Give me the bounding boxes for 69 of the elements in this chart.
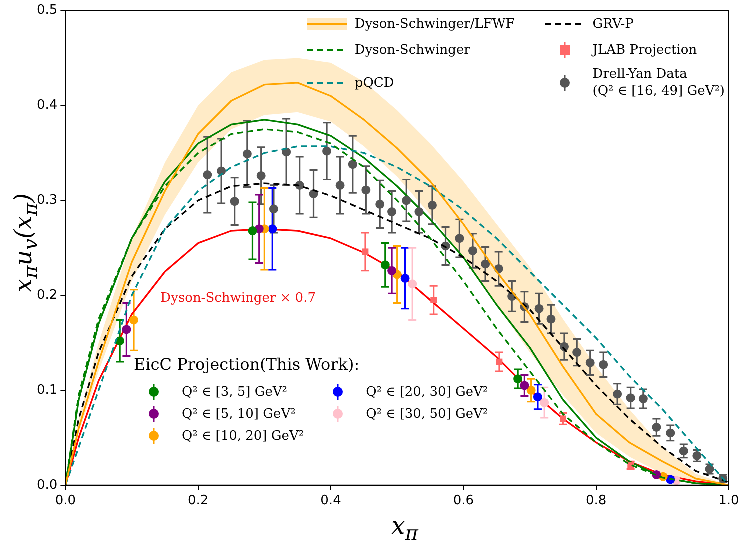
point <box>514 374 523 384</box>
point <box>269 204 278 214</box>
legend-label: Q² ∈ [10, 20] GeV² <box>182 428 304 444</box>
point <box>599 360 608 370</box>
legend-label: GRV-P <box>592 16 634 32</box>
legend-label: pQCD <box>354 74 394 92</box>
point <box>268 224 278 234</box>
point <box>520 381 530 390</box>
point <box>638 394 648 404</box>
y-tick-label: 0.2 <box>36 288 58 303</box>
point <box>400 274 410 283</box>
point <box>388 266 397 276</box>
point <box>533 392 542 402</box>
y-tick-label: 0.1 <box>36 382 58 398</box>
point <box>408 280 418 289</box>
point <box>455 234 464 244</box>
point <box>572 348 582 358</box>
point <box>540 398 550 408</box>
point <box>388 208 397 217</box>
point <box>362 248 369 256</box>
legend-label: Q² ∈ [3, 5] GeV² <box>182 384 288 400</box>
point <box>414 208 424 217</box>
x-tick-label: 0.0 <box>55 494 76 509</box>
legend-label: Dyson-Schwinger <box>354 42 470 58</box>
annotation: Dyson-Schwinger × 0.7 <box>160 291 316 306</box>
point <box>322 146 332 156</box>
point <box>586 358 595 368</box>
point <box>362 186 371 195</box>
point <box>468 246 478 256</box>
point <box>376 200 385 209</box>
x-tick-label: 1.0 <box>718 494 740 509</box>
legend-label: Dyson-Schwinger/LFWF <box>354 16 515 32</box>
point <box>217 166 226 176</box>
point <box>666 428 676 438</box>
x-tick-label: 0.8 <box>586 494 607 509</box>
legend-title: EicC Projection(This Work): <box>134 355 361 374</box>
point <box>626 394 636 403</box>
point <box>428 200 437 210</box>
y-tick-label: 0.4 <box>36 98 58 114</box>
legend-label: Q² ∈ [20, 30] GeV² <box>366 384 488 400</box>
legend-label: Q² ∈ [30, 50] GeV² <box>366 406 488 422</box>
point <box>380 260 390 270</box>
legend-label: Q² ∈ [5, 10] GeV² <box>182 406 296 422</box>
point <box>230 197 240 206</box>
legend-label: JLAB Projection <box>592 42 698 58</box>
x-tick-label: 0.4 <box>320 494 342 509</box>
point <box>402 196 412 206</box>
point <box>336 180 345 190</box>
x-axis-title: x$_{π}$ <box>392 512 418 545</box>
point <box>256 171 266 180</box>
y-tick-label: 0.3 <box>36 193 58 208</box>
point <box>348 160 358 170</box>
point <box>203 170 212 180</box>
point <box>129 316 138 325</box>
point <box>613 390 622 399</box>
point <box>122 325 132 334</box>
point <box>481 260 490 269</box>
x-tick-label: 0.6 <box>453 494 474 509</box>
point <box>526 386 536 395</box>
x-tick-label: 0.2 <box>188 494 209 509</box>
y-tick-label: 0.0 <box>36 478 58 493</box>
point <box>546 314 556 324</box>
point <box>248 226 258 236</box>
point <box>534 304 544 314</box>
point <box>242 150 252 159</box>
point <box>652 423 662 432</box>
y-tick-label: 0.5 <box>36 3 58 18</box>
legend-label: Drell-Yan Data (Q² ∈ [16, 49] GeV²) <box>592 66 725 100</box>
point <box>430 297 437 304</box>
